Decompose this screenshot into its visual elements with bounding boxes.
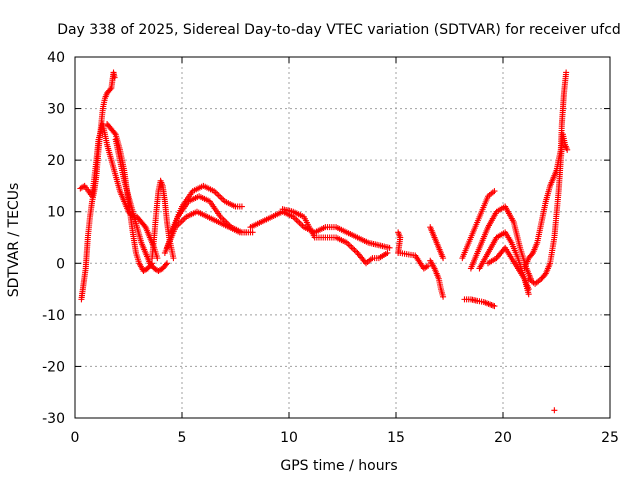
data-point bbox=[215, 192, 222, 199]
series-s18-evening-d bbox=[485, 244, 532, 293]
data-point bbox=[349, 245, 356, 252]
data-point bbox=[162, 261, 169, 268]
series-s12-gap-a bbox=[427, 224, 447, 262]
data-point bbox=[423, 263, 430, 270]
series-s11-isolated bbox=[395, 229, 432, 272]
y-tick-label: 20 bbox=[47, 153, 65, 169]
data-point bbox=[528, 251, 535, 258]
series-s14-flat-negative bbox=[461, 296, 498, 310]
series-s9-midday bbox=[247, 208, 393, 251]
data-point bbox=[214, 191, 221, 198]
data-point bbox=[218, 195, 225, 202]
data-point bbox=[386, 244, 393, 251]
grid-lines bbox=[75, 57, 610, 418]
data-point bbox=[351, 247, 358, 254]
plot-frame bbox=[74, 56, 611, 419]
data-point bbox=[170, 255, 177, 262]
series-s5-morning-lobe bbox=[149, 177, 177, 262]
data-point bbox=[107, 86, 114, 93]
data-point bbox=[293, 216, 300, 223]
y-tick-label: 30 bbox=[47, 102, 65, 118]
data-point bbox=[525, 286, 532, 293]
tick-labels: 0 5 10 15 20 25 -30 -20 -10 0 10 20 30 40 bbox=[42, 50, 619, 446]
x-tick-label: 0 bbox=[71, 430, 80, 446]
series-s16-evening-b bbox=[467, 203, 534, 282]
data-point bbox=[564, 146, 571, 153]
x-tick-label: 25 bbox=[601, 430, 619, 446]
series-s4-trough bbox=[112, 136, 171, 275]
data-point bbox=[180, 216, 187, 223]
x-tick-label: 10 bbox=[280, 430, 298, 446]
data-point bbox=[491, 303, 498, 310]
data-point bbox=[249, 229, 256, 236]
plot-points bbox=[77, 69, 571, 414]
data-point bbox=[525, 291, 532, 298]
data-point bbox=[491, 188, 498, 195]
series-s2-rise-to-peak bbox=[78, 69, 118, 303]
data-point bbox=[80, 183, 87, 190]
y-tick-label: 40 bbox=[47, 50, 65, 66]
series-s17-evening-c bbox=[476, 229, 532, 298]
series-s8-mid-left-c bbox=[161, 208, 250, 256]
data-point bbox=[164, 260, 171, 267]
data-point bbox=[238, 203, 245, 210]
y-tick-label: -10 bbox=[42, 308, 65, 324]
data-point bbox=[352, 248, 359, 255]
series-s6-mid-left-a bbox=[168, 182, 245, 236]
data-point bbox=[346, 242, 353, 249]
data-point bbox=[111, 74, 118, 81]
y-tick-label: -30 bbox=[42, 411, 65, 427]
series-s15-evening-a bbox=[459, 188, 498, 262]
chart-title: Day 338 of 2025, Sidereal Day-to-day VTE… bbox=[57, 22, 621, 38]
data-point bbox=[141, 222, 148, 229]
y-tick-label: 10 bbox=[47, 205, 65, 221]
data-point bbox=[217, 193, 224, 200]
data-point bbox=[294, 218, 301, 225]
x-tick-label: 20 bbox=[494, 430, 512, 446]
series-s10-midday-lower bbox=[279, 206, 391, 267]
y-axis-label: SDTVAR / TECUs bbox=[6, 183, 22, 298]
data-point bbox=[154, 255, 161, 262]
series-s21-outlier bbox=[551, 407, 558, 414]
x-axis-label: GPS time / hours bbox=[280, 458, 397, 474]
data-point bbox=[541, 271, 548, 278]
data-point bbox=[384, 249, 391, 256]
data-point bbox=[243, 229, 250, 236]
data-point bbox=[551, 407, 558, 414]
x-tick-label: 15 bbox=[387, 430, 405, 446]
data-point bbox=[440, 293, 447, 300]
series-s20-late-scatter bbox=[525, 131, 571, 287]
data-point bbox=[111, 130, 118, 137]
data-point bbox=[297, 221, 304, 228]
y-tick-label: 0 bbox=[56, 256, 65, 272]
data-point bbox=[296, 219, 303, 226]
data-point bbox=[440, 255, 447, 262]
series-s13-gap-b bbox=[427, 257, 447, 300]
y-tick-label: -20 bbox=[42, 359, 65, 375]
data-point bbox=[348, 244, 355, 251]
x-tick-label: 5 bbox=[178, 430, 187, 446]
data-point bbox=[563, 69, 570, 76]
